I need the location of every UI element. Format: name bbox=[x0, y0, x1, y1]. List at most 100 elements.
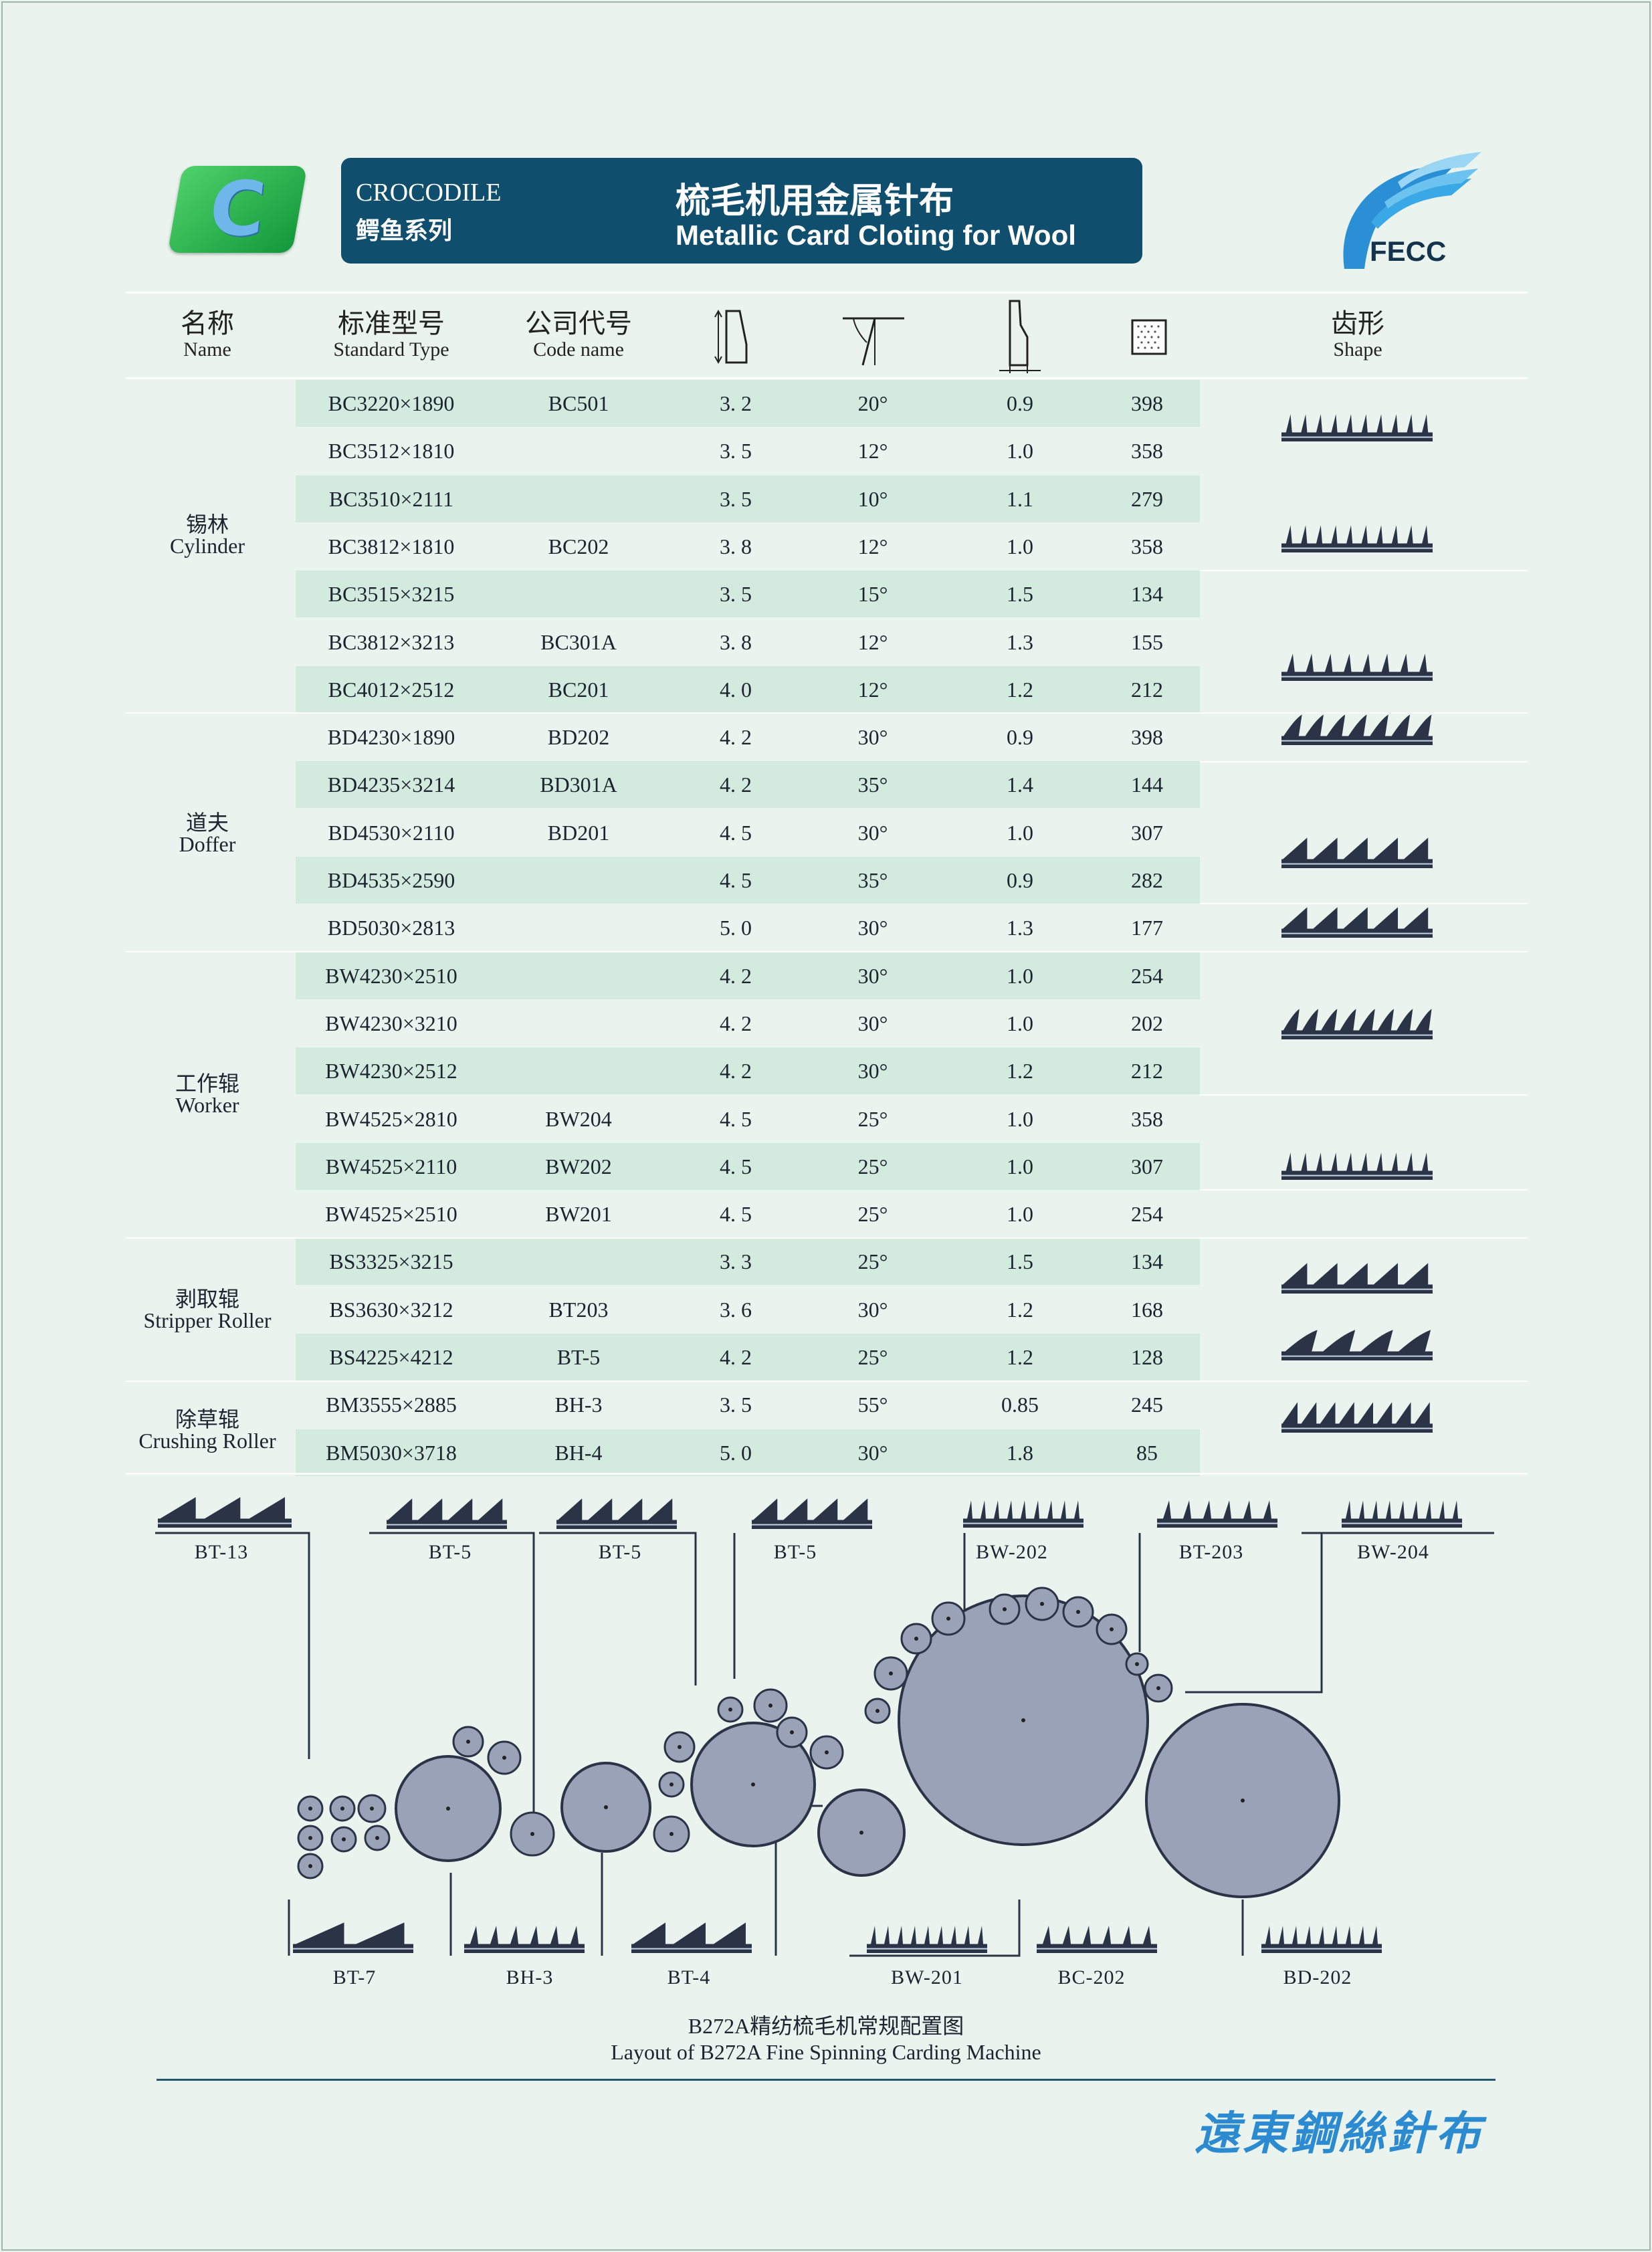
standard-type-cell: BW4230×2510 bbox=[325, 963, 457, 988]
rib-thickness-cell: 1.0 bbox=[1007, 534, 1033, 558]
total-height-cell: 3. 3 bbox=[720, 1249, 752, 1274]
standard-type-cell: BD4530×2110 bbox=[328, 820, 455, 845]
column-header-shape: 齿形 Shape bbox=[1331, 308, 1384, 361]
code-name-cell: BD202 bbox=[547, 725, 610, 750]
card-clothing-shape-icon bbox=[867, 1921, 987, 1956]
roller-center bbox=[342, 1837, 346, 1841]
roller-center bbox=[1110, 1627, 1114, 1631]
card-clothing-shape-icon bbox=[556, 1497, 677, 1532]
rib-thickness-cell: 1.4 bbox=[1007, 773, 1033, 797]
code-name-cell: BD201 bbox=[547, 820, 610, 845]
total-height-cell: 4. 5 bbox=[720, 1154, 752, 1179]
roller-center bbox=[308, 1836, 312, 1840]
standard-type-cell: BW4230×3210 bbox=[325, 1011, 457, 1035]
table-row bbox=[296, 1238, 1200, 1286]
roller-center bbox=[875, 1709, 880, 1713]
point-density-cell: 168 bbox=[1131, 1297, 1163, 1322]
roller-center bbox=[946, 1617, 950, 1621]
divider bbox=[126, 292, 1528, 294]
diagram-label-bottom: BT-4 bbox=[667, 1966, 711, 1988]
point-density-cell: 398 bbox=[1131, 725, 1163, 750]
standard-type-cell: BD4235×3214 bbox=[327, 773, 455, 797]
footer-brand-mark: 遠東鋼絲針布 bbox=[1195, 2108, 1484, 2160]
total-height-cell: 3. 8 bbox=[720, 629, 752, 654]
tooth-angle-cell: 30° bbox=[857, 1011, 888, 1035]
roller-center bbox=[370, 1807, 374, 1811]
group-divider bbox=[126, 712, 1528, 714]
tooth-angle-cell: 25° bbox=[857, 1202, 888, 1227]
connector-line bbox=[1185, 1532, 1494, 1694]
rib-thickness-cell: 1.0 bbox=[1007, 439, 1033, 464]
group-divider bbox=[126, 1380, 1528, 1382]
roller-center bbox=[859, 1831, 863, 1835]
total-height-cell: 3. 8 bbox=[720, 534, 752, 558]
tooth-angle-cell: 30° bbox=[857, 1297, 888, 1322]
card-clothing-shape-icon bbox=[464, 1921, 585, 1956]
code-name-cell: BW201 bbox=[545, 1202, 612, 1227]
card-clothing-shape-icon bbox=[1342, 1496, 1462, 1531]
diagram-label-bottom: BC-202 bbox=[1057, 1966, 1126, 1988]
rib-thickness-cell: 1.0 bbox=[1007, 1106, 1033, 1131]
standard-type-cell: BW4230×2512 bbox=[325, 1059, 457, 1084]
point-density-cell: 358 bbox=[1131, 1106, 1163, 1131]
roller-center bbox=[825, 1750, 829, 1754]
total-height-cell: 4. 5 bbox=[720, 1202, 752, 1227]
tooth-angle-cell: 15° bbox=[857, 582, 888, 607]
shape-divider bbox=[1200, 761, 1528, 762]
group-label-stripper-roller: 剥取辊 Stripper Roller bbox=[143, 1287, 272, 1332]
total-height-cell: 4. 2 bbox=[720, 963, 752, 988]
roller-center bbox=[604, 1805, 608, 1809]
total-height-cell: 4. 2 bbox=[720, 1011, 752, 1035]
total-height-cell: 3. 5 bbox=[720, 439, 752, 464]
tooth-angle-cell: 25° bbox=[857, 1154, 888, 1179]
diagram-caption-zh: B272A精纺梳毛机常规配置图 bbox=[688, 2014, 964, 2038]
card-clothing-shape-icon bbox=[293, 1921, 413, 1956]
page-title-zh: 梳毛机用金属针布 bbox=[676, 181, 954, 221]
code-name-cell: BC301A bbox=[540, 629, 617, 654]
point-density-cell: 282 bbox=[1131, 868, 1163, 892]
diagram-label-top: BT-203 bbox=[1178, 1541, 1244, 1563]
standard-type-cell: BS3630×3212 bbox=[329, 1297, 453, 1322]
point-density-cell: 245 bbox=[1131, 1393, 1163, 1417]
tooth-angle-icon bbox=[843, 317, 904, 366]
page-title-en: Metallic Card Cloting for Wool bbox=[676, 219, 1076, 251]
column-header-type: 标准型号 Standard Type bbox=[333, 308, 449, 361]
tooth-angle-cell: 30° bbox=[857, 916, 888, 940]
point-density-cell: 128 bbox=[1131, 1345, 1163, 1369]
group-divider bbox=[126, 951, 1528, 952]
card-clothing-shape-icon bbox=[1157, 1496, 1277, 1531]
standard-type-cell: BD4230×1890 bbox=[327, 725, 455, 750]
standard-type-cell: BC3220×1890 bbox=[328, 391, 455, 415]
diagram-label-bottom: BW-201 bbox=[891, 1966, 963, 1988]
rib-thickness-cell: 1.1 bbox=[1007, 486, 1033, 511]
table-row bbox=[296, 952, 1200, 999]
tooth-shape-icon bbox=[1281, 1401, 1435, 1434]
total-height-cell: 4. 0 bbox=[720, 677, 752, 702]
roller-center bbox=[1040, 1602, 1044, 1606]
connector-line bbox=[539, 1532, 697, 1685]
table-row bbox=[296, 475, 1200, 522]
group-label-crushing-roller: 除草辊 Crushing Roller bbox=[138, 1407, 276, 1453]
roller-center bbox=[669, 1832, 674, 1836]
standard-type-cell: BD5030×2813 bbox=[327, 916, 455, 940]
card-clothing-shape-icon bbox=[963, 1496, 1083, 1531]
tooth-angle-cell: 30° bbox=[857, 1059, 888, 1084]
column-header-name: 名称 Name bbox=[181, 308, 234, 361]
tooth-angle-cell: 12° bbox=[857, 439, 888, 464]
column-header-code: 公司代号 Code name bbox=[525, 308, 632, 361]
code-name-cell: BT-5 bbox=[556, 1345, 601, 1369]
roller-center bbox=[1076, 1610, 1080, 1614]
tooth-angle-cell: 25° bbox=[857, 1249, 888, 1274]
point-density-cell: 212 bbox=[1131, 1059, 1163, 1084]
tooth-angle-cell: 30° bbox=[857, 725, 888, 750]
roller-center bbox=[1241, 1799, 1245, 1803]
point-density-icon bbox=[1131, 319, 1167, 355]
rib-thickness-cell: 1.0 bbox=[1007, 1011, 1033, 1035]
total-height-cell: 4. 2 bbox=[720, 725, 752, 750]
roller-center bbox=[308, 1864, 312, 1868]
roller-center bbox=[340, 1807, 344, 1811]
diagram-caption-en: Layout of B272A Fine Spinning Carding Ma… bbox=[611, 2040, 1041, 2064]
roller-center bbox=[728, 1708, 732, 1712]
rib-thickness-cell: 1.2 bbox=[1007, 1297, 1033, 1322]
diagram-label-bottom: BH-3 bbox=[506, 1966, 554, 1988]
